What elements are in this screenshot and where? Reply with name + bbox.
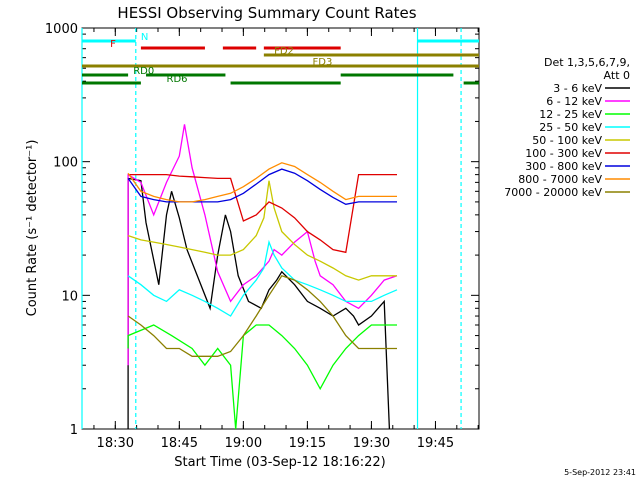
legend-entry-label: 100 - 300 keV xyxy=(525,147,602,160)
x-axis-label: Start Time (03-Sep-12 18:16:22) xyxy=(174,455,385,470)
x-tick-label: 19:15 xyxy=(289,436,326,451)
x-tick-label: 18:45 xyxy=(161,436,198,451)
y-tick-label: 10 xyxy=(61,289,78,304)
series-line-6 xyxy=(127,168,397,205)
series-line-2 xyxy=(127,324,397,429)
legend-entry-label: 300 - 800 keV xyxy=(525,160,602,173)
legend-entry-label: 7000 - 20000 keV xyxy=(504,186,602,199)
flag-bars: N F FD2 FD3 RD0 RD6 xyxy=(82,32,479,85)
legend-header: Att 0 xyxy=(604,69,630,82)
series-line-1 xyxy=(127,124,398,366)
legend-entry-label: 50 - 100 keV xyxy=(532,134,602,147)
attenuator-markers xyxy=(81,28,462,429)
flag-label: FD3 xyxy=(313,57,333,68)
flag-label: RD0 xyxy=(133,66,154,77)
flag-label: F xyxy=(110,39,116,50)
flag-label: RD6 xyxy=(167,74,188,85)
x-tick-label: 19:30 xyxy=(353,436,390,451)
legend-entry-label: 800 - 7000 keV xyxy=(518,173,602,186)
series-line-4 xyxy=(127,180,397,281)
y-axis-label: Count Rate (s⁻¹ detector⁻¹) xyxy=(25,140,40,317)
y-tick-label: 100 xyxy=(53,156,78,171)
legend-header: Det 1,3,5,6,7,9, xyxy=(544,56,630,69)
y-tick-label: 1000 xyxy=(45,22,78,37)
legend-entry-label: 3 - 6 keV xyxy=(553,82,602,95)
y-tick-label: 1 xyxy=(70,423,78,438)
chart-title: HESSI Observing Summary Count Rates xyxy=(117,4,416,22)
x-tick-label: 18:30 xyxy=(97,436,134,451)
series-line-0 xyxy=(127,177,391,429)
axis-ticks: 18:30 18:45 19:00 19:15 19:30 19:45 1 10 100 1000 xyxy=(45,22,479,451)
legend-entry-label: 25 - 50 keV xyxy=(539,121,602,134)
footer-date: 5-Sep-2012 23:41 xyxy=(564,468,636,477)
series-line-3 xyxy=(127,239,398,317)
flag-label: N xyxy=(141,32,148,43)
x-tick-label: 19:45 xyxy=(417,436,454,451)
x-tick-label: 19:00 xyxy=(225,436,262,451)
series-line-8 xyxy=(127,275,397,357)
flag-label: FD2 xyxy=(274,46,294,57)
series-line-7 xyxy=(127,162,397,203)
legend-entry-label: 6 - 12 keV xyxy=(546,95,602,108)
series-line-5 xyxy=(128,173,397,254)
series-layer xyxy=(127,124,398,429)
legend-entry-label: 12 - 25 keV xyxy=(539,108,602,121)
